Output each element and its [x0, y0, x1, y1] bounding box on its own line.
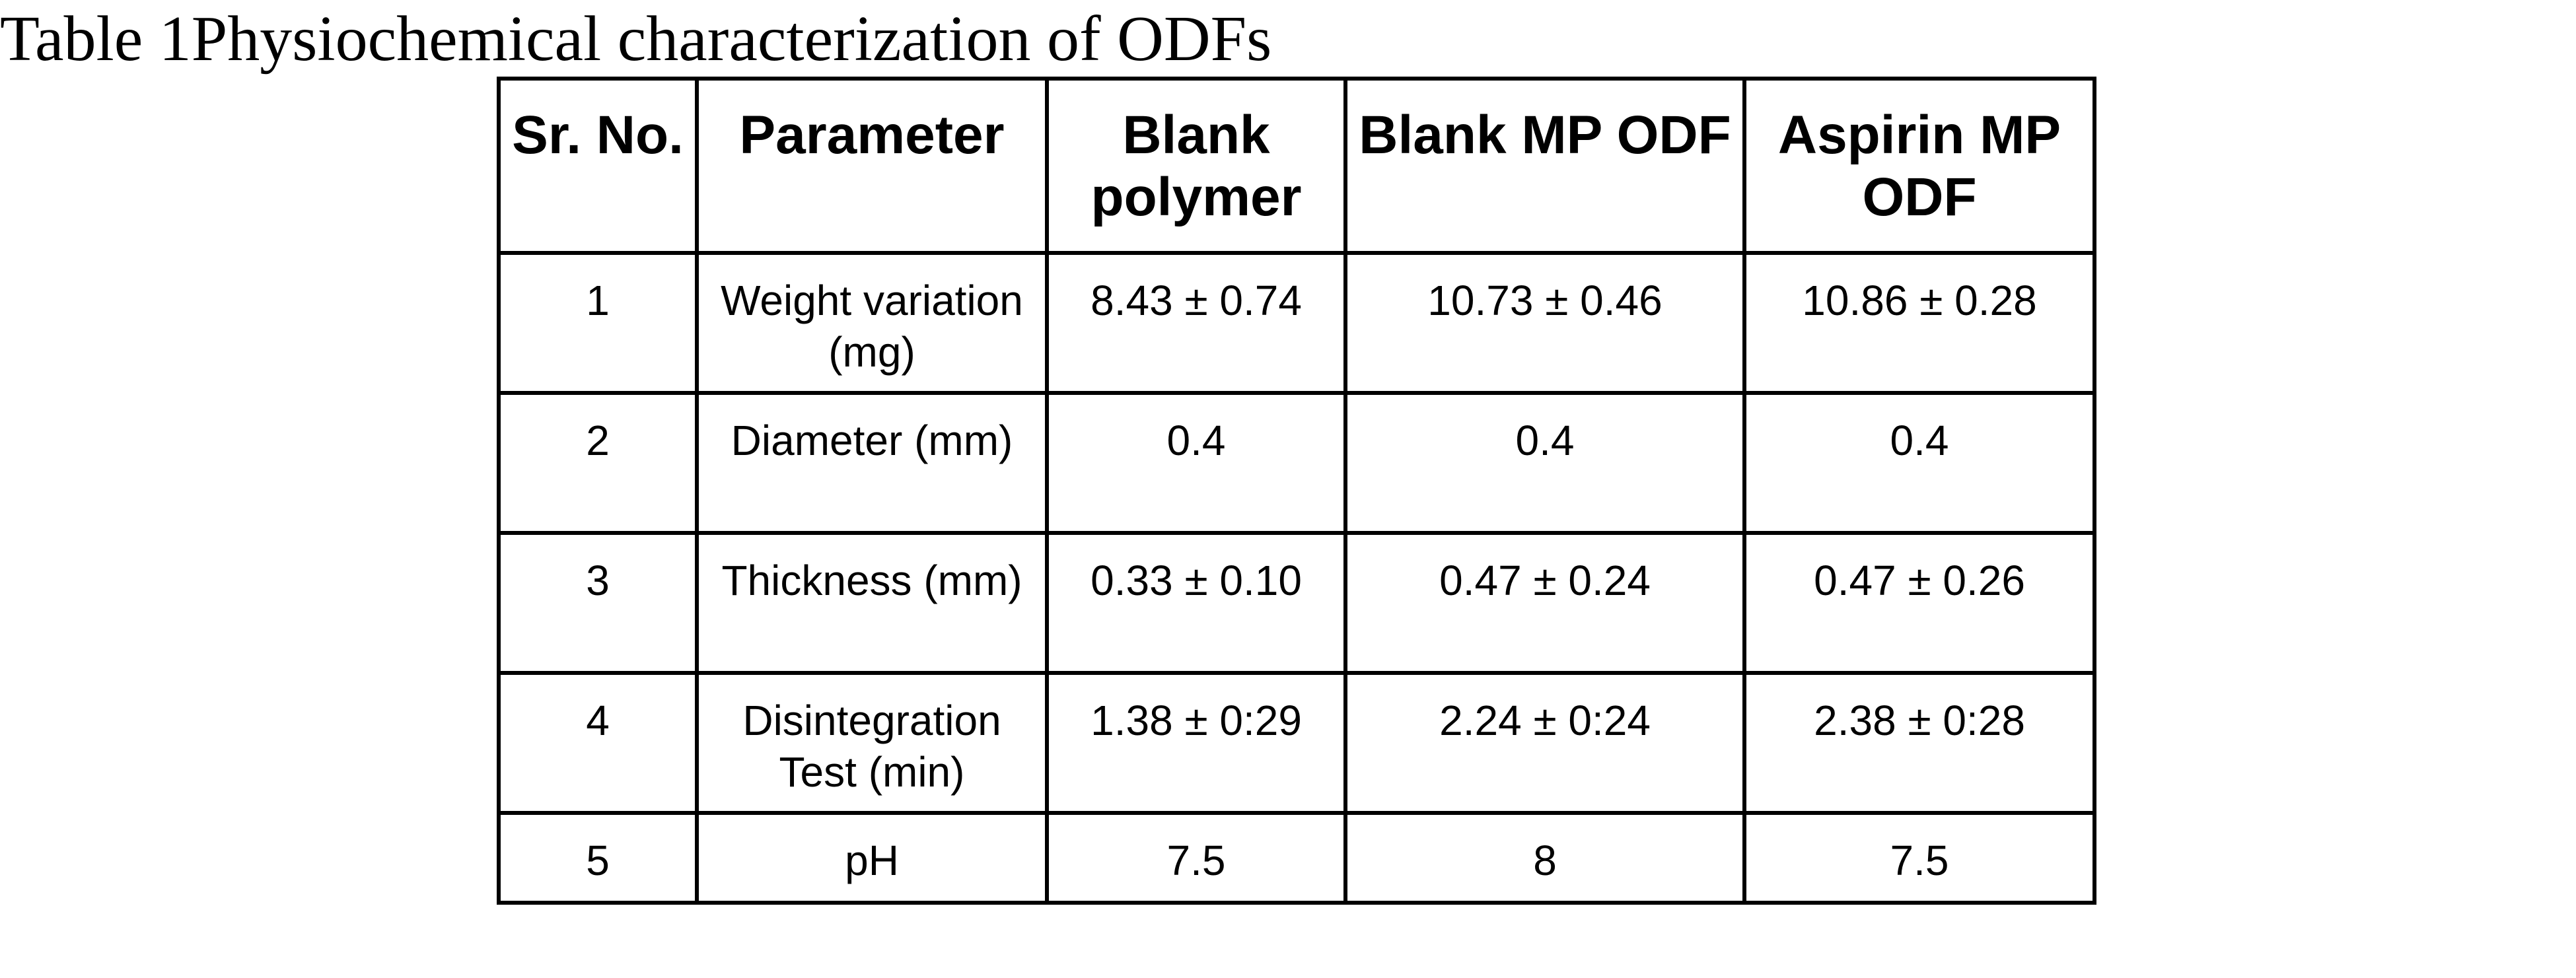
- cell-parameter: Thickness (mm): [695, 531, 1049, 675]
- cell-aspirin-mp-odf: 0.4: [1742, 391, 2096, 535]
- cell-blank-mp-odf: 0.47 ± 0.24: [1343, 531, 1746, 675]
- characterization-table: Sr. No. Parameter Blank polymer Blank MP…: [497, 77, 2096, 905]
- cell-sr-no: 3: [497, 531, 699, 675]
- cell-blank-mp-odf: 2.24 ± 0:24: [1343, 671, 1746, 815]
- cell-sr-no: 2: [497, 391, 699, 535]
- cell-aspirin-mp-odf: 10.86 ± 0.28: [1742, 251, 2096, 395]
- cell-sr-no: 1: [497, 251, 699, 395]
- table-row: 2 Diameter (mm) 0.4 0.4 0.4: [497, 391, 2096, 535]
- cell-blank-mp-odf: 10.73 ± 0.46: [1343, 251, 1746, 395]
- header-blank-mp-odf: Blank MP ODF: [1343, 77, 1746, 255]
- cell-blank-polymer: 1.38 ± 0:29: [1045, 671, 1347, 815]
- table-row: 1 Weight variation (mg) 8.43 ± 0.74 10.7…: [497, 251, 2096, 395]
- header-blank-polymer: Blank polymer: [1045, 77, 1347, 255]
- header-aspirin-mp-odf: Aspirin MP ODF: [1742, 77, 2096, 255]
- cell-sr-no: 5: [497, 811, 699, 905]
- cell-parameter: Disintegration Test (min): [695, 671, 1049, 815]
- cell-aspirin-mp-odf: 2.38 ± 0:28: [1742, 671, 2096, 815]
- table-row: 5 pH 7.5 8 7.5: [497, 811, 2096, 905]
- table-header-row: Sr. No. Parameter Blank polymer Blank MP…: [497, 77, 2096, 255]
- cell-blank-polymer: 0.4: [1045, 391, 1347, 535]
- cell-blank-polymer: 7.5: [1045, 811, 1347, 905]
- cell-blank-mp-odf: 0.4: [1343, 391, 1746, 535]
- header-parameter: Parameter: [695, 77, 1049, 255]
- cell-aspirin-mp-odf: 0.47 ± 0.26: [1742, 531, 2096, 675]
- table-row: 4 Disintegration Test (min) 1.38 ± 0:29 …: [497, 671, 2096, 815]
- header-sr-no: Sr. No.: [497, 77, 699, 255]
- table-caption: Table 1Physiochemical characterization o…: [0, 3, 1272, 75]
- table-row: 3 Thickness (mm) 0.33 ± 0.10 0.47 ± 0.24…: [497, 531, 2096, 675]
- cell-parameter: pH: [695, 811, 1049, 905]
- cell-blank-polymer: 8.43 ± 0.74: [1045, 251, 1347, 395]
- cell-blank-polymer: 0.33 ± 0.10: [1045, 531, 1347, 675]
- cell-parameter: Diameter (mm): [695, 391, 1049, 535]
- cell-parameter: Weight variation (mg): [695, 251, 1049, 395]
- cell-aspirin-mp-odf: 7.5: [1742, 811, 2096, 905]
- cell-sr-no: 4: [497, 671, 699, 815]
- cell-blank-mp-odf: 8: [1343, 811, 1746, 905]
